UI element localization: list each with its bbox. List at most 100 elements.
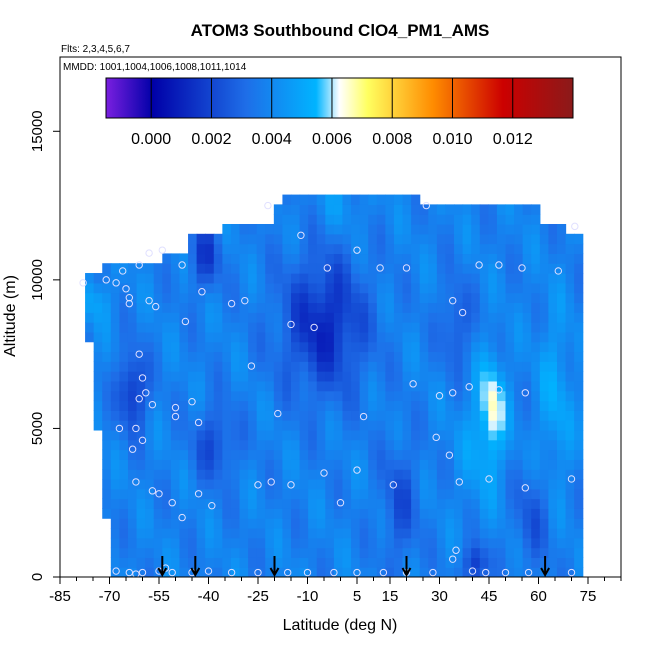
heatmap-cell xyxy=(548,273,558,284)
heatmap-cell xyxy=(299,469,309,480)
heatmap-cell xyxy=(436,361,447,372)
heatmap-cell xyxy=(419,508,429,519)
heatmap-cell xyxy=(179,331,189,343)
heatmap-cell xyxy=(496,214,507,225)
heatmap-cell xyxy=(325,400,335,411)
heatmap-cell xyxy=(325,498,335,509)
heatmap-cell xyxy=(445,527,455,539)
heatmap-cell xyxy=(376,273,386,284)
heatmap-cell xyxy=(170,253,181,264)
heatmap-cell xyxy=(539,547,549,558)
heatmap-cell xyxy=(213,322,223,333)
heatmap-cell xyxy=(428,263,438,274)
heatmap-cell xyxy=(127,557,138,568)
heatmap-cell xyxy=(316,429,326,441)
heatmap-cell xyxy=(342,449,352,460)
heatmap-cell xyxy=(454,292,464,304)
heatmap-cell xyxy=(376,469,386,480)
heatmap-cell xyxy=(179,253,189,264)
heatmap-cell xyxy=(471,488,481,500)
heatmap-cell xyxy=(239,429,249,441)
heatmap-cell xyxy=(556,341,567,353)
heatmap-cell xyxy=(522,459,532,470)
heatmap-cell xyxy=(196,233,206,245)
heatmap-cell xyxy=(308,273,318,284)
sample-point xyxy=(152,302,160,311)
heatmap-cell xyxy=(333,508,344,519)
heatmap-cell xyxy=(136,537,146,549)
heatmap-cell xyxy=(205,400,215,411)
heatmap-cell xyxy=(419,429,429,441)
heatmap-cell xyxy=(248,341,258,353)
heatmap-cell xyxy=(436,478,447,490)
heatmap-cell xyxy=(574,390,584,402)
heatmap-cell xyxy=(256,518,266,529)
heatmap-cell xyxy=(368,459,378,470)
heatmap-cell xyxy=(325,439,335,451)
heatmap-cell xyxy=(436,420,447,431)
sample-point xyxy=(267,478,275,486)
heatmap-cell xyxy=(265,351,275,362)
heatmap-cell xyxy=(256,420,266,431)
heatmap-cell xyxy=(462,439,472,451)
heatmap-cell xyxy=(351,429,361,441)
heatmap-cell xyxy=(368,429,378,441)
heatmap-cell xyxy=(93,312,103,323)
heatmap-cell xyxy=(471,312,481,323)
dates-subtitle: MMDD: 1001,1004,1006,1008,1011,1014 xyxy=(63,62,247,73)
heatmap-cell xyxy=(359,282,369,294)
heatmap-cell xyxy=(230,243,241,255)
colorbar-tick-label: 0.006 xyxy=(312,131,352,148)
heatmap-cell xyxy=(145,537,155,549)
heatmap-cell xyxy=(548,400,558,411)
heatmap-cell xyxy=(393,223,404,235)
heatmap-cell xyxy=(359,429,369,441)
heatmap-cell xyxy=(548,331,558,343)
heatmap-cell xyxy=(230,282,241,294)
heatmap-cell xyxy=(531,557,541,568)
heatmap-cell xyxy=(565,312,575,323)
heatmap-cell xyxy=(479,233,489,245)
heatmap-cell xyxy=(351,518,361,529)
heatmap-cell xyxy=(368,390,378,402)
heatmap-cell xyxy=(205,282,215,294)
heatmap-cell xyxy=(419,400,429,411)
heatmap-cell xyxy=(308,341,318,353)
heatmap-cell xyxy=(351,292,361,304)
heatmap-cell xyxy=(213,547,223,558)
heatmap-cell xyxy=(411,449,421,460)
heatmap-cell xyxy=(136,420,146,431)
heatmap-cell xyxy=(325,273,335,284)
heatmap-cell xyxy=(436,214,447,225)
heatmap-cell xyxy=(411,537,421,549)
heatmap-cell xyxy=(368,233,378,245)
heatmap-cell xyxy=(342,547,352,558)
heatmap-cell xyxy=(402,537,412,549)
heatmap-cell xyxy=(196,322,206,333)
heatmap-cell xyxy=(411,263,421,274)
heatmap-cell xyxy=(256,449,266,460)
heatmap-cell xyxy=(539,351,549,362)
heatmap-cell xyxy=(170,351,181,362)
heatmap-cell xyxy=(419,282,429,294)
heatmap-cell xyxy=(488,282,498,294)
heatmap-cell xyxy=(368,400,378,411)
heatmap-cell xyxy=(376,498,386,509)
heatmap-cell xyxy=(162,537,172,549)
heatmap-cell xyxy=(496,420,507,431)
sample-point xyxy=(524,568,533,577)
heatmap-cell xyxy=(402,312,412,323)
heatmap-cell xyxy=(402,439,412,451)
heatmap-cell xyxy=(548,341,558,353)
x-tick-label: 15 xyxy=(382,588,399,605)
heatmap-cell xyxy=(342,204,352,215)
heatmap-cell xyxy=(325,410,335,421)
sample-point xyxy=(501,568,510,577)
heatmap-cell xyxy=(291,449,301,460)
heatmap-cell xyxy=(291,351,301,362)
heatmap-cell xyxy=(565,302,575,313)
heatmap-cell xyxy=(402,292,412,304)
heatmap-cell xyxy=(368,547,378,558)
heatmap-cell xyxy=(522,371,532,382)
heatmap-cell xyxy=(454,439,464,451)
